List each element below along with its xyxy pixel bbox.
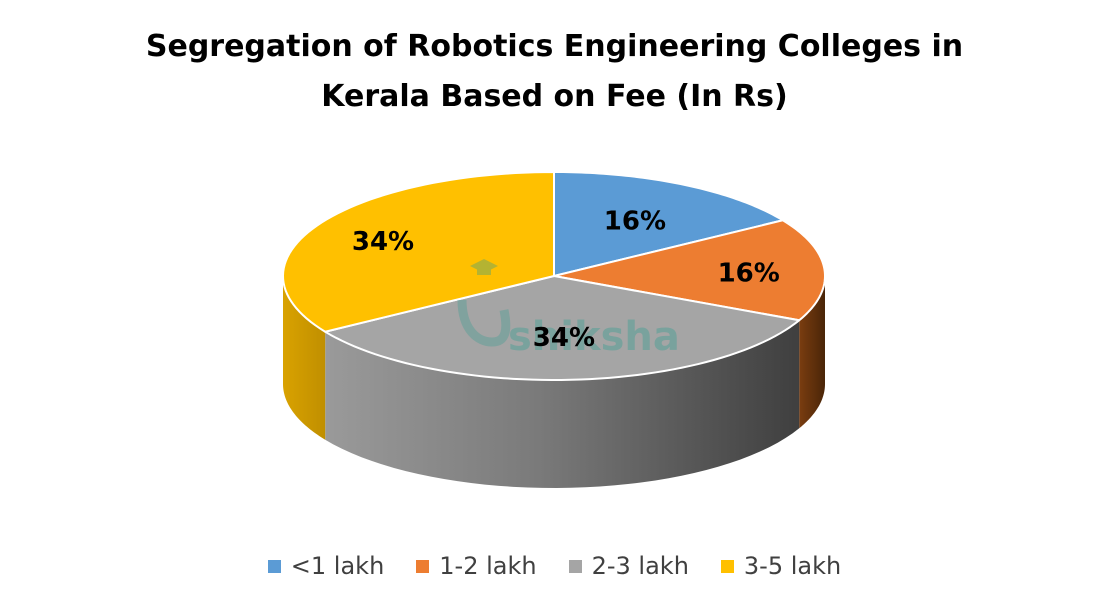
legend-item-3-5-lakh[interactable]: 3-5 lakh (720, 552, 842, 580)
pie-sides (283, 276, 825, 488)
legend-swatch (720, 559, 734, 573)
pie-slice-3-5-lakh[interactable] (282, 171, 555, 333)
pie-side-1-2-lakh (799, 276, 825, 429)
pie-tops (282, 171, 826, 381)
legend-swatch (267, 559, 281, 573)
chart-title-line-2: Kerala Based on Fee (In Rs) (321, 79, 788, 114)
legend: <1 lakh 1-2 lakh 2-3 lakh 3-5 lakh (0, 552, 1109, 580)
legend-item--1-lakh[interactable]: <1 lakh (267, 552, 385, 580)
legend-label: <1 lakh (290, 552, 385, 580)
data-label-3-5-lakh: 34% (352, 227, 414, 257)
legend-item-1-2-lakh[interactable]: 1-2 lakh (416, 552, 537, 580)
pie-slice-2-3-lakh[interactable] (324, 275, 801, 381)
data-label-1-2-lakh: 16% (718, 258, 780, 288)
legend-label: 2-3 lakh (591, 552, 689, 580)
legend-label: 1-2 lakh (439, 552, 537, 580)
graduation-cap-icon (470, 259, 498, 275)
data-label-2-3-lakh: 34% (533, 323, 595, 353)
watermark-text: shiksha (508, 314, 680, 360)
legend-swatch (416, 559, 430, 573)
chart-title-line-1: Segregation of Robotics Engineering Coll… (145, 29, 964, 64)
pie-side-3-5-lakh (283, 276, 326, 440)
pie-slice-1-2-lakh[interactable] (553, 219, 826, 322)
watermark: shiksha (457, 259, 680, 360)
watermark-logo-icon (457, 299, 511, 347)
legend-swatch (568, 559, 582, 573)
pie-side-2-3-lakh (325, 320, 800, 488)
pie-labels: 16% 16% 34% 34% (352, 207, 780, 354)
data-label--1-lakh: 16% (604, 207, 666, 237)
legend-item-2-3-lakh[interactable]: 2-3 lakh (568, 552, 689, 580)
legend-label: 3-5 lakh (743, 552, 842, 580)
chart-title: Segregation of Robotics Engineering Coll… (0, 22, 1109, 122)
pie-slice--1-lakh[interactable] (553, 171, 784, 277)
